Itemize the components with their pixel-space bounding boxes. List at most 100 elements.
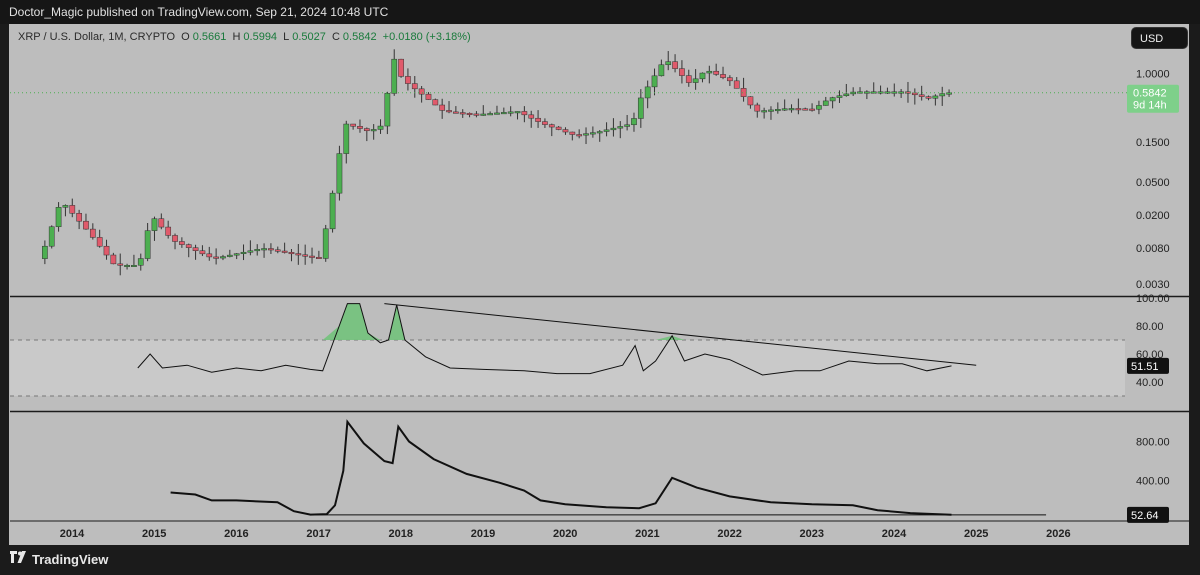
time-tick-label: 2019: [471, 528, 495, 540]
candle-body: [309, 255, 315, 258]
candle-body: [357, 126, 363, 129]
change-value: +0.0180 (+3.18%): [382, 31, 471, 43]
candle-body: [795, 108, 802, 111]
candle-body: [473, 113, 480, 116]
candle-body: [733, 80, 740, 89]
publish-info: Doctor_Magic published on TradingView.co…: [9, 5, 389, 19]
candle-body: [274, 249, 281, 252]
candle-body: [137, 258, 144, 266]
candle-body: [583, 133, 589, 136]
candle-body: [877, 91, 884, 94]
candle-body: [432, 99, 439, 106]
time-tick-label: 2018: [389, 528, 413, 540]
time-tick-label: 2024: [882, 528, 907, 540]
tradingview-logo-icon[interactable]: [10, 551, 28, 565]
candle-body: [590, 132, 596, 135]
rsi-tick-label: 80.00: [1136, 321, 1164, 333]
candle-body: [206, 253, 213, 258]
candle-body: [624, 124, 630, 127]
time-tick-label: 2014: [60, 528, 85, 540]
rsi-zone-bottom: [10, 400, 1125, 402]
candle-body: [370, 129, 377, 132]
candle-body: [576, 134, 583, 137]
candle-body: [110, 254, 117, 265]
candle-body: [62, 205, 69, 208]
oscillator-pane[interactable]: [170, 419, 1047, 516]
candle-body: [713, 70, 720, 75]
time-tick-label: 2025: [964, 528, 988, 540]
time-tick-label: 2026: [1046, 528, 1070, 540]
rsi-band: [10, 340, 1125, 396]
rsi-line: [137, 303, 952, 376]
candle-body: [809, 108, 815, 111]
candle-body: [939, 93, 946, 97]
candle-body: [466, 112, 473, 115]
candle-body: [555, 126, 562, 130]
candle-body: [254, 249, 261, 252]
candle-body: [295, 253, 302, 256]
candle-body: [925, 96, 932, 99]
currency-button[interactable]: USD: [1131, 27, 1188, 49]
candle-body: [761, 110, 767, 113]
candle-body: [644, 86, 651, 99]
candle-body: [480, 113, 487, 116]
tradingview-brand[interactable]: TradingView: [32, 552, 109, 567]
candle-body: [528, 114, 535, 119]
candle-body: [405, 76, 411, 84]
candle-body: [199, 250, 206, 255]
candle-body: [562, 129, 569, 133]
time-tick-label: 2015: [142, 528, 166, 540]
rsi-tick-label: 100.00: [1136, 293, 1170, 305]
candle-body: [699, 72, 706, 80]
osc-tick-label: 800.00: [1136, 436, 1170, 448]
top-bar: Doctor_Magic published on TradingView.co…: [0, 0, 1200, 24]
candle-body: [884, 91, 891, 94]
candle-body: [740, 88, 747, 97]
high-label: H: [232, 31, 241, 43]
rsi-value-label: 51.51: [1131, 361, 1159, 373]
candle-body: [500, 112, 507, 115]
time-tick-label: 2022: [717, 528, 741, 540]
countdown-label: 9d 14h: [1133, 100, 1167, 112]
candle-body: [617, 126, 624, 129]
rsi-pane[interactable]: [10, 303, 1125, 397]
time-tick-label: 2017: [306, 528, 330, 540]
candle-body: [172, 235, 178, 242]
candle-body: [233, 253, 240, 256]
candle-body: [946, 92, 952, 95]
time-tick-label: 2020: [553, 528, 577, 540]
candle-body: [768, 109, 774, 112]
candle-body: [542, 121, 548, 125]
candle-body: [185, 244, 192, 248]
candle-body: [261, 248, 267, 251]
price-pane[interactable]: [10, 49, 1131, 276]
candle-body: [487, 113, 493, 116]
candle-body: [692, 78, 699, 83]
price-tick-label: 0.0500: [1136, 177, 1170, 189]
candle-body: [446, 110, 452, 113]
price-tick-label: 0.0030: [1136, 279, 1170, 291]
candle-body: [302, 254, 309, 257]
rsi-overbought-fill: [322, 303, 685, 340]
chart-area[interactable]: 3.00001.00000.15000.05000.02000.00800.00…: [0, 0, 1200, 545]
candle-body: [391, 58, 398, 94]
candle-body: [829, 97, 836, 102]
candle-body: [384, 93, 391, 127]
osc-value-label: 52.64: [1131, 510, 1159, 522]
candle-body: [637, 97, 644, 119]
candle-body: [932, 95, 939, 99]
candle-body: [631, 118, 637, 126]
candle-body: [514, 111, 521, 114]
candle-body: [316, 256, 322, 259]
candle-body: [343, 123, 350, 154]
candle-body: [658, 64, 665, 77]
candle-body: [329, 192, 336, 230]
candle-body: [507, 111, 514, 114]
candle-body: [836, 95, 843, 98]
candle-body: [418, 88, 425, 95]
candle-body: [439, 104, 446, 111]
candle-body: [727, 77, 733, 82]
candle-body: [720, 74, 726, 78]
open-label: O: [181, 31, 190, 43]
chart-background: [9, 24, 1189, 545]
